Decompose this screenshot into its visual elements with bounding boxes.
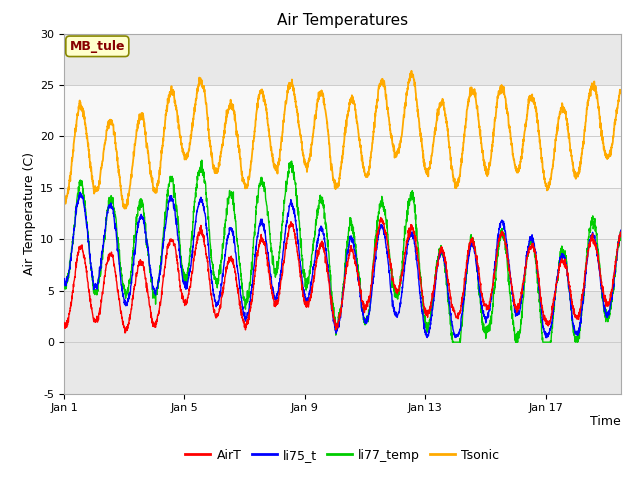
Tsonic xyxy=(559,105,567,110)
Y-axis label: Air Temperature (C): Air Temperature (C) xyxy=(23,152,36,275)
AirT xyxy=(583,256,591,262)
li77_temp xyxy=(198,157,205,163)
li77_temp xyxy=(71,224,79,229)
li77_temp xyxy=(392,292,400,298)
li77_temp xyxy=(60,278,68,284)
Tsonic xyxy=(403,90,411,96)
Text: MB_tule: MB_tule xyxy=(70,40,125,53)
li75_t xyxy=(542,335,550,341)
li75_t xyxy=(543,335,550,340)
li77_temp xyxy=(583,252,591,258)
AirT xyxy=(543,318,550,324)
li77_temp xyxy=(403,208,411,214)
li75_t xyxy=(71,222,79,228)
Legend: AirT, li75_t, li77_temp, Tsonic: AirT, li75_t, li77_temp, Tsonic xyxy=(180,444,504,467)
li75_t xyxy=(76,190,84,195)
AirT xyxy=(71,274,79,280)
AirT xyxy=(121,330,129,336)
li77_temp xyxy=(449,339,456,345)
Tsonic xyxy=(583,105,591,111)
AirT xyxy=(559,259,567,265)
li77_temp xyxy=(559,249,567,254)
li77_temp xyxy=(543,339,550,345)
Bar xyxy=(64,188,621,291)
li75_t xyxy=(392,313,400,319)
Tsonic xyxy=(617,87,625,93)
Bar xyxy=(64,85,621,188)
AirT xyxy=(377,215,385,220)
Tsonic xyxy=(392,154,400,160)
Tsonic xyxy=(60,194,68,200)
AirT xyxy=(403,237,411,243)
li75_t xyxy=(403,247,411,253)
Title: Air Temperatures: Air Temperatures xyxy=(277,13,408,28)
Tsonic xyxy=(408,68,415,73)
Line: Tsonic: Tsonic xyxy=(64,71,621,208)
AirT xyxy=(617,229,625,235)
li75_t xyxy=(617,228,625,233)
AirT xyxy=(392,286,400,291)
Line: AirT: AirT xyxy=(64,217,621,333)
li75_t xyxy=(60,278,68,284)
li77_temp xyxy=(617,232,625,238)
Line: li77_temp: li77_temp xyxy=(64,160,621,342)
Tsonic xyxy=(543,184,550,190)
X-axis label: Time: Time xyxy=(590,415,621,428)
li75_t xyxy=(559,253,567,259)
Tsonic xyxy=(71,132,79,138)
Line: li75_t: li75_t xyxy=(64,192,621,338)
Tsonic xyxy=(120,205,128,211)
AirT xyxy=(60,320,68,325)
li75_t xyxy=(583,260,591,266)
